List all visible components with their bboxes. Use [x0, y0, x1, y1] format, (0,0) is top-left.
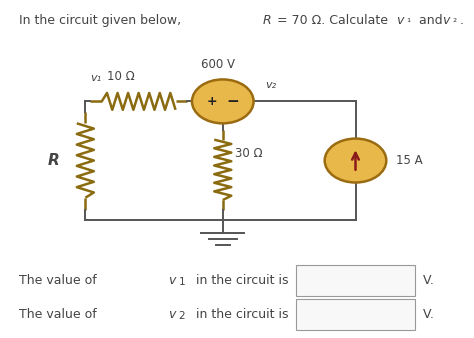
- Text: The value of: The value of: [19, 308, 100, 321]
- Text: V.: V.: [419, 308, 434, 321]
- Text: v₁: v₁: [90, 73, 101, 83]
- Text: 15 A: 15 A: [396, 154, 422, 167]
- Text: in the circuit is: in the circuit is: [192, 274, 289, 287]
- Text: V.: V.: [419, 274, 434, 287]
- Circle shape: [325, 139, 386, 183]
- Text: 10 Ω: 10 Ω: [107, 70, 135, 83]
- Text: −: −: [227, 94, 239, 109]
- Text: v: v: [168, 308, 176, 321]
- Text: and: and: [415, 14, 447, 26]
- Text: R: R: [47, 153, 59, 168]
- Text: .: .: [460, 14, 464, 26]
- FancyBboxPatch shape: [296, 299, 415, 330]
- Text: +: +: [207, 95, 218, 108]
- Text: 30 Ω: 30 Ω: [235, 147, 262, 160]
- Text: = 70 Ω. Calculate: = 70 Ω. Calculate: [273, 14, 392, 26]
- Text: ₁: ₁: [406, 14, 410, 24]
- Text: 2: 2: [179, 311, 185, 321]
- Text: v: v: [442, 14, 449, 26]
- Circle shape: [192, 79, 254, 123]
- Text: v: v: [168, 274, 176, 287]
- Text: v₂: v₂: [265, 80, 276, 91]
- Text: The value of: The value of: [19, 274, 100, 287]
- FancyBboxPatch shape: [296, 265, 415, 296]
- Text: 600 V: 600 V: [201, 58, 235, 71]
- Text: In the circuit given below,: In the circuit given below,: [19, 14, 185, 26]
- Text: in the circuit is: in the circuit is: [192, 308, 289, 321]
- Text: ₂: ₂: [452, 14, 456, 24]
- Text: R: R: [263, 14, 272, 26]
- Text: 1: 1: [179, 277, 185, 287]
- Text: v: v: [396, 14, 403, 26]
